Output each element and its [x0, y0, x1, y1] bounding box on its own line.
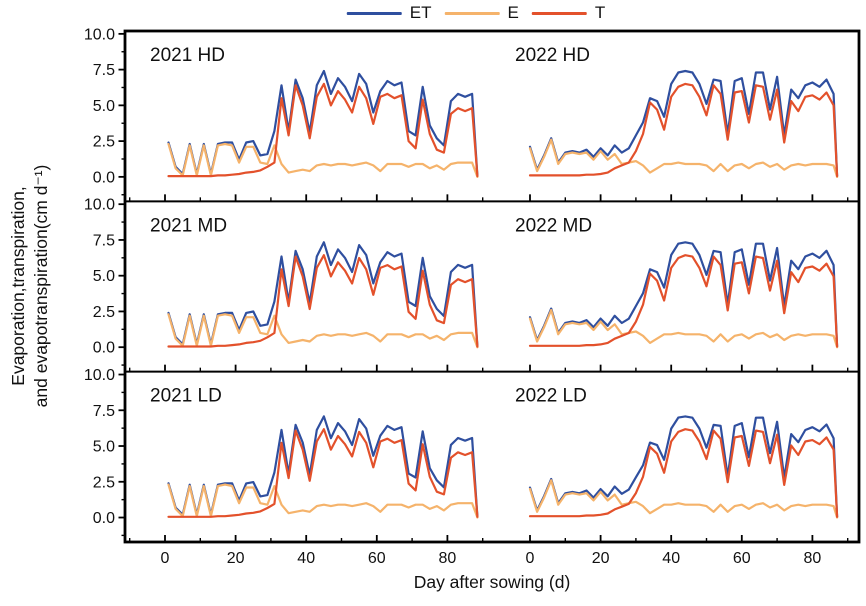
panel-title: 2021 LD	[150, 386, 222, 407]
x-tick-label: 60	[368, 550, 386, 567]
y-tick-label: 5.0	[93, 268, 115, 285]
y-tick-label: 7.5	[93, 232, 115, 249]
y-tick-label: 0.0	[93, 510, 115, 527]
x-tick-label: 40	[662, 550, 680, 567]
series-line-E	[528, 479, 839, 519]
y-tick-label: 2.5	[93, 474, 115, 491]
panel-title: 2021 HD	[150, 45, 225, 66]
x-tick-label: 60	[733, 550, 751, 567]
x-tick-label: 20	[592, 550, 610, 567]
y-tick-label: 2.5	[93, 134, 115, 151]
series-line-T	[167, 82, 479, 178]
panel-title: 2021 MD	[150, 215, 227, 236]
series-line-ET	[528, 415, 839, 518]
legend-label-t: T	[594, 3, 606, 22]
y-axis-label-line1: Evaporation,transpiration,	[8, 186, 28, 386]
x-tick-label: 20	[227, 550, 245, 567]
x-tick-label: 80	[439, 550, 457, 567]
legend-label-e: E	[507, 3, 519, 22]
panel-title: 2022 HD	[515, 45, 590, 66]
series-line-T	[528, 82, 839, 178]
plot-frame	[123, 29, 861, 544]
y-tick-label: 10.0	[84, 197, 115, 214]
legend-line-et-icon	[346, 11, 402, 15]
series-line-ET	[528, 69, 839, 178]
legend-item-e: E	[444, 3, 519, 23]
series-line-ET	[167, 415, 479, 518]
series-line-ET	[167, 69, 479, 178]
y-tick-label: 10.0	[84, 367, 115, 384]
legend-item-t: T	[531, 3, 606, 23]
series-line-E	[167, 483, 479, 519]
x-tick-label: 40	[297, 550, 315, 567]
legend-item-et: ET	[346, 3, 432, 23]
series-line-T	[167, 254, 479, 348]
series-line-ET	[528, 241, 839, 348]
x-tick-label: 0	[161, 550, 170, 567]
y-tick-label: 5.0	[93, 98, 115, 115]
legend-line-t-icon	[531, 11, 587, 15]
x-tick-label: 80	[804, 550, 822, 567]
y-tick-label: 2.5	[93, 304, 115, 321]
y-tick-label: 10.0	[84, 26, 115, 43]
series-line-T	[167, 428, 479, 518]
y-tick-label: 7.5	[93, 403, 115, 420]
x-axis-label: Day after sowing (d)	[413, 572, 571, 592]
series-line-E	[528, 138, 839, 178]
y-tick-label: 0.0	[93, 169, 115, 186]
legend: ET E T	[346, 3, 606, 23]
y-tick-label: 0.0	[93, 340, 115, 357]
y-tick-label: 7.5	[93, 62, 115, 79]
series-line-E	[167, 313, 479, 349]
x-tick-label: 0	[526, 550, 535, 567]
series-line-E	[528, 308, 839, 349]
y-axis-label: Evaporation,transpiration, and evapotran…	[7, 26, 53, 546]
series-line-T	[528, 254, 839, 348]
series-line-T	[528, 428, 839, 518]
legend-line-e-icon	[444, 11, 500, 15]
y-axis-label-line2: and evapotranspiration(cm d⁻¹)	[31, 164, 51, 408]
panel-title: 2022 LD	[515, 386, 587, 407]
y-tick-label: 5.0	[93, 439, 115, 456]
series-line-ET	[167, 241, 479, 348]
legend-label-et: ET	[409, 3, 432, 22]
series-line-E	[167, 142, 479, 178]
panel-title: 2022 MD	[515, 215, 592, 236]
